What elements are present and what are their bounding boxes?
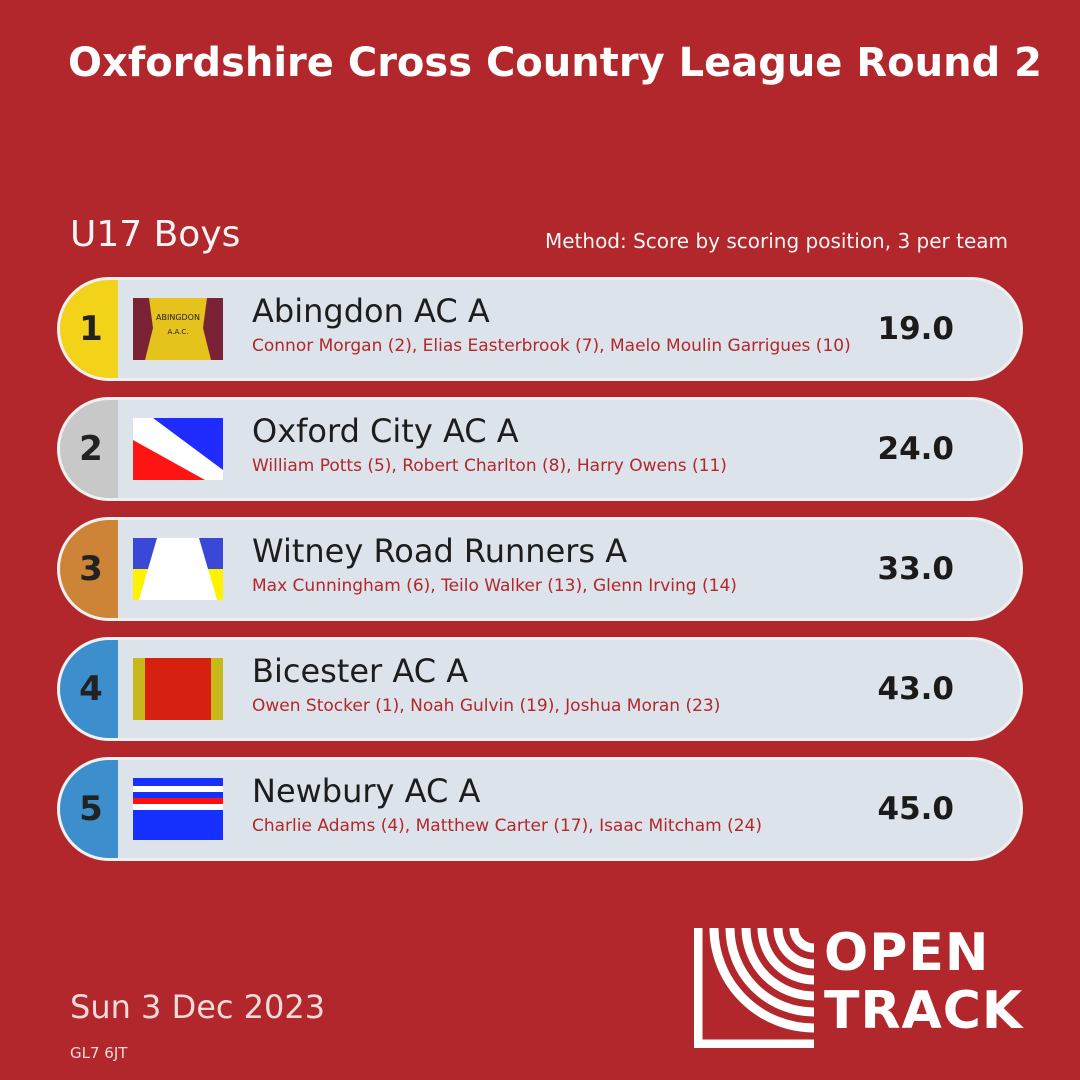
event-date: Sun 3 Dec 2023 [70,988,326,1026]
team-name: Abingdon AC A [252,292,490,330]
team-score: 19.0 [877,311,955,347]
team-members: Charlie Adams (4), Matthew Carter (17), … [252,816,762,836]
team-score: 24.0 [877,431,955,467]
team-name: Oxford City AC A [252,412,519,450]
position-badge: 4 [60,640,118,738]
newbury-vest-icon [133,778,223,840]
team-score: 43.0 [877,671,955,707]
team-members: William Potts (5), Robert Charlton (8), … [252,456,727,476]
position-badge: 1 [60,280,118,378]
team-score: 33.0 [877,551,955,587]
team-members: Max Cunningham (6), Teilo Walker (13), G… [252,576,737,596]
oxford-city-vest-icon [133,418,223,480]
team-score: 45.0 [877,791,955,827]
team-members: Connor Morgan (2), Elias Easterbrook (7)… [252,336,851,356]
opentrack-arcs-icon [694,927,815,1048]
opentrack-logo: OPEN TRACK [694,924,1054,1048]
position-badge: 2 [60,400,118,498]
event-postcode: GL7 6JT [70,1044,128,1062]
team-name: Witney Road Runners A [252,532,628,570]
result-row[interactable]: 1 ABINGDON A.A.C. Abingdon AC A Connor M… [57,277,1023,381]
svg-text:A.A.C.: A.A.C. [168,328,189,336]
witney-vest-icon [133,538,223,600]
logo-text-open: OPEN [824,923,990,983]
position-badge: 3 [60,520,118,618]
result-row[interactable]: 2 Oxford City AC A William Potts (5), Ro… [57,397,1023,501]
team-members: Owen Stocker (1), Noah Gulvin (19), Josh… [252,696,721,716]
category-heading: U17 Boys [70,214,241,255]
page-title: Oxfordshire Cross Country League Round 2 [68,40,1042,86]
result-row[interactable]: 5 Newbury AC A Charlie Adams (4), Matthe… [57,757,1023,861]
logo-text-track: TRACK [824,981,1024,1041]
result-row[interactable]: 3 Witney Road Runners A Max Cunningham (… [57,517,1023,621]
svg-text:ABINGDON: ABINGDON [156,313,200,322]
scoring-method: Method: Score by scoring position, 3 per… [544,229,1008,253]
team-name: Newbury AC A [252,772,481,810]
team-name: Bicester AC A [252,652,469,690]
bicester-vest-icon [133,658,223,720]
abingdon-vest-icon: ABINGDON A.A.C. [133,298,223,360]
result-row[interactable]: 4 Bicester AC A Owen Stocker (1), Noah G… [57,637,1023,741]
position-badge: 5 [60,760,118,858]
